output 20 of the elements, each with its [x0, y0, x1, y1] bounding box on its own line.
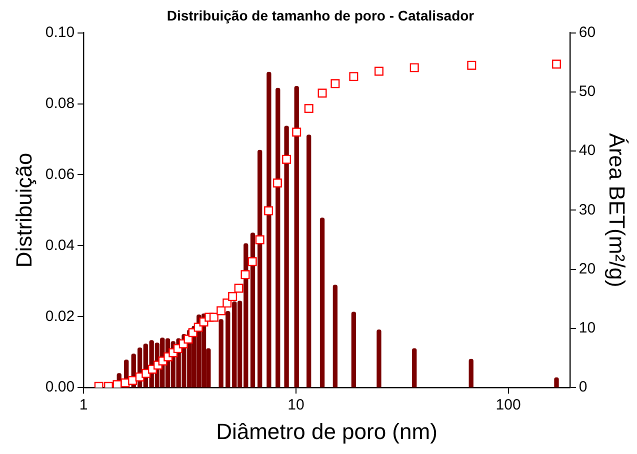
y2-tick-label: 0: [578, 378, 588, 396]
y-tick-label: 0.06: [45, 166, 75, 183]
y2-tick-label: 10: [578, 320, 596, 337]
x-tick-label: 1: [79, 396, 88, 414]
y-axis-title: Distribuição: [11, 152, 36, 268]
y2-tick-label: 30: [578, 201, 596, 218]
y-tick-label: 0.10: [45, 24, 75, 41]
y-tick-label: 0.04: [45, 236, 75, 254]
y-tick-label: 0.02: [45, 308, 75, 325]
x-tick-label: 10: [288, 396, 304, 414]
y-tick-label: 0.00: [45, 378, 75, 396]
y2-tick-label: 60: [578, 24, 596, 41]
chart-title: Distribuição de tamanho de poro - Catalisador: [166, 7, 475, 24]
y2-axis-title: Área BET(m²/g): [604, 133, 630, 288]
y2-tick-label: 20: [578, 260, 596, 278]
y2-tick-label: 50: [578, 83, 596, 100]
y2-tick-label: 40: [578, 142, 596, 160]
x-tick-label: 100: [496, 396, 521, 414]
x-axis-title: Diâmetro de poro (nm): [216, 418, 438, 444]
y-tick-label: 0.08: [45, 94, 75, 112]
